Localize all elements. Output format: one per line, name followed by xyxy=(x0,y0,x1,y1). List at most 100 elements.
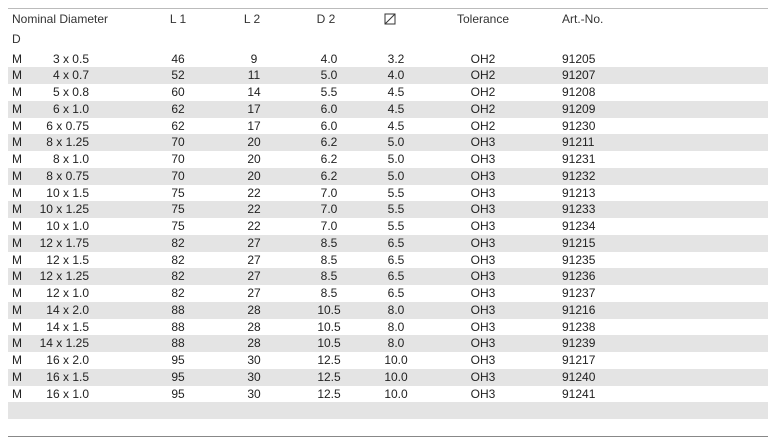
table-cell: OH3 xyxy=(470,369,496,384)
column-header: Nominal Diameter xyxy=(12,12,109,26)
table-row: M 4 x 0.7 52 11 5.0 4.0 OH2 91207 xyxy=(8,67,768,85)
table-cell: 6.2 xyxy=(320,135,338,150)
table-cell: OH3 xyxy=(470,336,496,351)
table-cell: OH2 xyxy=(470,118,496,133)
table-cell: M xyxy=(12,302,22,317)
table-cell: 82 xyxy=(171,269,185,284)
table-cell: OH2 xyxy=(470,68,496,83)
column-header: Art.-No. xyxy=(562,12,604,26)
table-cell: 95 xyxy=(171,369,185,384)
column-header: Tolerance xyxy=(456,12,510,26)
table-cell: 91240 xyxy=(562,369,596,384)
table-cell: 6 x 0.75 xyxy=(46,118,89,133)
table-row: M 14 x 1.25 88 28 10.5 8.0 OH3 91239 xyxy=(8,335,768,353)
table-cell: 91209 xyxy=(562,101,596,116)
table-row: M 5 x 0.8 60 14 5.5 4.5 OH2 91208 xyxy=(8,84,768,101)
table-row: M 3 x 0.5 46 9 4.0 3.2 OH2 91205 xyxy=(8,51,768,68)
table-cell: M xyxy=(12,101,22,116)
table-cell: 4.5 xyxy=(387,85,405,100)
table-cell: OH3 xyxy=(470,302,496,317)
table-cell: 14 x 2.0 xyxy=(46,302,89,317)
table-cell: OH3 xyxy=(470,252,496,267)
table-row: M 10 x 1.0 75 22 7.0 5.5 OH3 91234 xyxy=(8,218,768,235)
table-cell: 91237 xyxy=(562,286,596,301)
table-cell: 91230 xyxy=(562,118,596,133)
table-cell: 82 xyxy=(171,252,185,267)
table-row: M 12 x 1.25 82 27 8.5 6.5 OH3 91236 xyxy=(8,268,768,286)
table-cell: 8.0 xyxy=(387,336,405,351)
table-cell: OH3 xyxy=(470,202,496,217)
table-cell: 60 xyxy=(171,85,185,100)
table-cell: 10.5 xyxy=(317,336,341,351)
table-cell: OH3 xyxy=(470,319,496,334)
table-cell: 6.0 xyxy=(320,101,338,116)
column-header: D 2 xyxy=(316,12,336,26)
table-row: M 14 x 1.5 88 28 10.5 8.0 OH3 91238 xyxy=(8,319,768,336)
table-cell: 9 xyxy=(250,51,258,66)
table-cell: 30 xyxy=(247,353,261,368)
table-cell: 91239 xyxy=(562,336,596,351)
table-cell: 8.0 xyxy=(387,302,405,317)
column-header: L 1 xyxy=(169,12,187,26)
table-cell: 5.0 xyxy=(387,152,405,167)
table-cell: 5.5 xyxy=(320,85,338,100)
table-cell: 91213 xyxy=(562,185,596,200)
table-cell: 10.0 xyxy=(384,386,408,401)
table-cell: 75 xyxy=(171,219,185,234)
table-cell: 95 xyxy=(171,386,185,401)
table-cell: 16 x 2.0 xyxy=(46,353,89,368)
table-cell: 27 xyxy=(247,269,261,284)
table-cell: 75 xyxy=(171,185,185,200)
table-cell: 3 x 0.5 xyxy=(52,51,89,66)
table-cell: 6.2 xyxy=(320,168,338,183)
table-cell: OH2 xyxy=(470,85,496,100)
table-cell: M xyxy=(12,369,22,384)
table-cell: 4 x 0.7 xyxy=(52,68,89,83)
table-cell: M xyxy=(12,286,22,301)
table-cell: 10.0 xyxy=(384,353,408,368)
table-cell: M xyxy=(12,51,22,66)
table-cell: 6.5 xyxy=(387,269,405,284)
top-rule xyxy=(8,8,768,9)
table-cell: 7.0 xyxy=(320,219,338,234)
table-row: M 12 x 1.75 82 27 8.5 6.5 OH3 91215 xyxy=(8,234,768,252)
table-cell: 91241 xyxy=(562,386,596,401)
table-cell: 16 x 1.0 xyxy=(46,386,89,401)
table-cell: OH3 xyxy=(470,135,496,150)
table-cell: M xyxy=(12,202,22,217)
table-cell: 70 xyxy=(171,168,185,183)
table-row: M 10 x 1.5 75 22 7.0 5.5 OH3 91213 xyxy=(8,185,768,202)
table-cell: 22 xyxy=(247,202,261,217)
table-cell: 88 xyxy=(171,319,185,334)
table-cell: 88 xyxy=(171,336,185,351)
subheader: D xyxy=(12,32,21,46)
bottom-rule xyxy=(8,436,768,437)
table-cell: OH3 xyxy=(470,286,496,301)
table-cell: 20 xyxy=(247,135,261,150)
table-cell: 30 xyxy=(247,369,261,384)
table-cell: 12.5 xyxy=(317,369,341,384)
table-cell: 6 x 1.0 xyxy=(52,101,89,116)
table-cell: 12 x 1.0 xyxy=(46,286,89,301)
table-cell: 14 x 1.25 xyxy=(39,336,89,351)
table-cell: 70 xyxy=(171,135,185,150)
table-cell: 91235 xyxy=(562,252,596,267)
table-cell: 12.5 xyxy=(317,386,341,401)
table-cell: 91207 xyxy=(562,68,596,83)
table-cell: OH3 xyxy=(470,235,496,250)
table-cell: 8 x 0.75 xyxy=(46,168,89,183)
table-cell: 10 x 1.25 xyxy=(39,202,89,217)
table-cell: OH3 xyxy=(470,185,496,200)
table-row: M 14 x 2.0 88 28 10.5 8.0 OH3 91216 xyxy=(8,301,768,319)
table-cell: 5.0 xyxy=(387,135,405,150)
table-cell: 22 xyxy=(247,185,261,200)
table-cell: 70 xyxy=(171,152,185,167)
table-cell: 4.0 xyxy=(320,51,338,66)
table-row: M 8 x 1.0 70 20 6.2 5.0 OH3 91231 xyxy=(8,151,768,168)
table-cell: 12 x 1.25 xyxy=(39,269,89,284)
table-cell: 8.5 xyxy=(320,235,338,250)
table-cell: 82 xyxy=(171,235,185,250)
table-cell: OH2 xyxy=(470,51,496,66)
table-cell: 14 x 1.5 xyxy=(46,319,89,334)
table-cell: 10.5 xyxy=(317,302,341,317)
